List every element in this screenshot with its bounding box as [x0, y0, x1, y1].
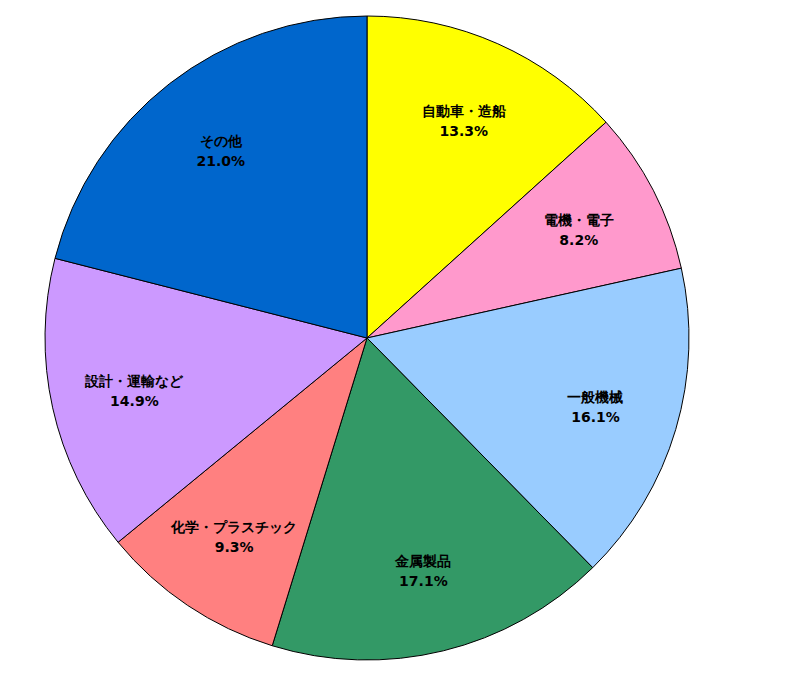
svg-text:電機・電子8.2%: 電機・電子8.2%: [544, 212, 614, 248]
svg-text:自動車・造船13.3%: 自動車・造船13.3%: [422, 103, 506, 139]
svg-text:金属製品17.1%: 金属製品17.1%: [394, 553, 451, 589]
svg-text:化学・プラスチック9.3%: 化学・プラスチック9.3%: [170, 519, 297, 555]
svg-text:その他21.0%: その他21.0%: [197, 133, 246, 169]
svg-text:一般機械16.1%: 一般機械16.1%: [567, 389, 623, 425]
svg-text:設計・運輸など14.9%: 設計・運輸など14.9%: [84, 373, 184, 409]
